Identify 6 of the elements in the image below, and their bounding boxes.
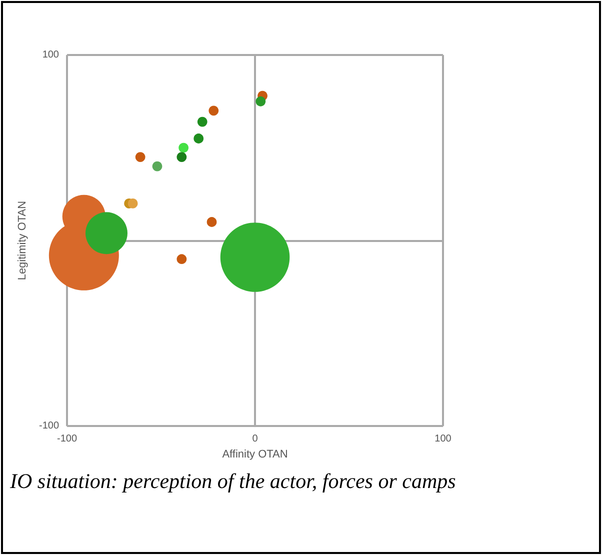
text: IO situation: perception of the actor, forces or camps (10, 468, 457, 495)
y-axis-title: Legitimity OTAN (16, 200, 29, 280)
x-tick-label: 100 (434, 434, 452, 445)
x-tick-label: 0 (252, 434, 258, 445)
x-tick-label: -100 (56, 434, 78, 445)
x-axis-title: Affinity OTAN (222, 448, 288, 460)
